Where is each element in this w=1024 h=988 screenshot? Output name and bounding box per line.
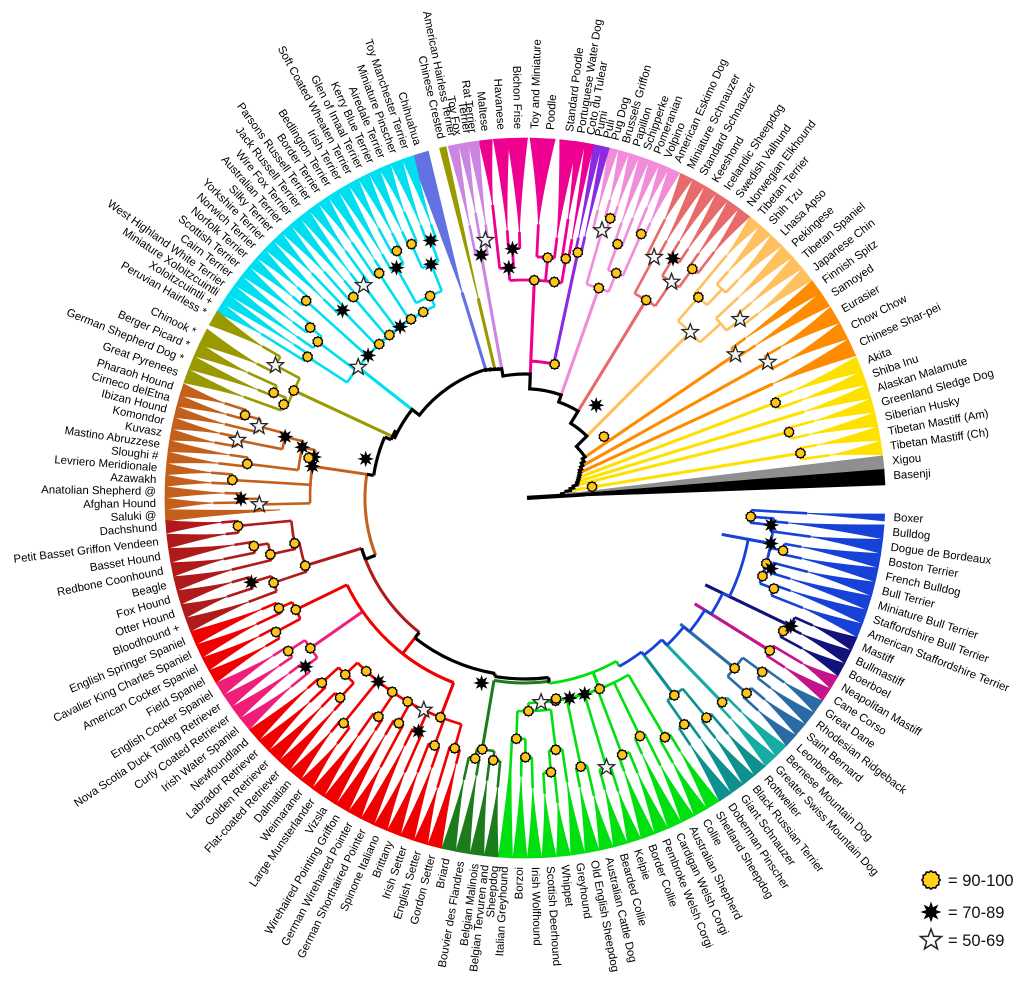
svg-text:Saluki @: Saluki @ <box>110 510 156 524</box>
svg-text:Bichon Frise: Bichon Frise <box>510 66 523 130</box>
svg-text:Basenji: Basenji <box>893 468 931 482</box>
svg-text:Irish Wolfhound: Irish Wolfhound <box>529 867 543 946</box>
svg-text:= 90-100: = 90-100 <box>948 872 1014 890</box>
svg-text:Terrier: Terrier <box>456 101 473 135</box>
svg-text:Xigou: Xigou <box>892 453 922 468</box>
svg-text:Poodle: Poodle <box>545 94 559 130</box>
svg-text:Italian Greyhound: Italian Greyhound <box>494 866 511 956</box>
svg-text:Sloughi #: Sloughi # <box>110 445 159 462</box>
svg-text:Anatolian Shepherd @: Anatolian Shepherd @ <box>41 484 156 498</box>
svg-text:Bulldog: Bulldog <box>892 527 931 543</box>
svg-text:Sheepdog: Sheepdog <box>485 865 501 918</box>
svg-text:Afghan Hound: Afghan Hound <box>83 498 156 511</box>
svg-text:Whippet: Whippet <box>558 864 574 908</box>
svg-text:Havanese: Havanese <box>491 78 506 130</box>
svg-text:Toy and Miniature: Toy and Miniature <box>529 39 544 129</box>
svg-text:Pumi: Pumi <box>593 110 610 138</box>
svg-text:= 70-89: = 70-89 <box>948 904 1004 922</box>
svg-text:= 50-69: = 50-69 <box>948 932 1004 950</box>
svg-text:Borzoi: Borzoi <box>513 867 525 899</box>
svg-text:Dachshund: Dachshund <box>99 522 157 539</box>
svg-text:Maltese: Maltese <box>474 91 490 132</box>
svg-text:Azawakh: Azawakh <box>110 472 157 486</box>
svg-text:Boxer: Boxer <box>893 512 924 526</box>
svg-text:Puli: Puli <box>602 118 618 139</box>
